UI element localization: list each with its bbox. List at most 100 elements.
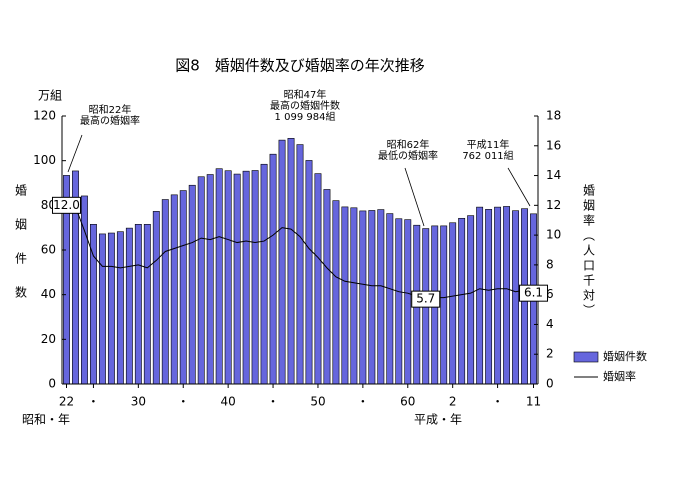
bar xyxy=(152,211,160,385)
bar xyxy=(305,160,313,385)
bar xyxy=(188,184,196,385)
bar xyxy=(368,210,376,385)
annotation: 762 011組 xyxy=(462,149,513,162)
y2-tick-label: 14 xyxy=(546,168,561,182)
annotation: 平成11年 xyxy=(467,138,510,151)
bar xyxy=(296,144,304,385)
annotation: 1 099 984組 xyxy=(275,110,336,123)
bar xyxy=(404,219,412,385)
x-tick-label: 40 xyxy=(221,395,236,409)
bar xyxy=(260,163,268,385)
bar xyxy=(242,170,250,385)
bar xyxy=(350,207,358,385)
bar xyxy=(512,210,519,385)
y-tick-label: 40 xyxy=(41,287,56,301)
pointer xyxy=(404,167,425,227)
bar xyxy=(224,170,232,385)
y2-tick-label: 4 xyxy=(546,317,554,331)
bar xyxy=(467,215,475,385)
bar xyxy=(98,233,106,385)
y2-tick-label: 18 xyxy=(546,109,561,123)
value-label-box xyxy=(411,290,441,308)
bar xyxy=(386,213,394,385)
bar xyxy=(233,173,241,385)
x-tick-label: 11 xyxy=(526,395,541,409)
value-label: 5.7 xyxy=(416,292,435,306)
x-tick-label: ・ xyxy=(357,395,369,409)
x-axis-label: 平成・年 xyxy=(414,413,462,427)
annotation: 最低の婚姻率 xyxy=(378,149,438,162)
bar xyxy=(125,227,133,385)
bar xyxy=(449,222,457,385)
value-label-box xyxy=(519,284,549,302)
chart-title: 図8 婚姻件数及び婚姻率の年次推移 xyxy=(175,57,425,75)
annotation: 最高の婚姻件数 xyxy=(270,99,340,112)
x-tick-label: ・ xyxy=(267,395,279,409)
bar xyxy=(215,168,223,385)
annotation-pointers xyxy=(67,134,531,227)
annotation: 昭和22年 xyxy=(89,103,132,116)
y2-tick-label: 6 xyxy=(546,287,554,301)
bar xyxy=(134,224,142,385)
y2-tick-label: 8 xyxy=(546,257,554,271)
x-axis-label: 昭和・年 xyxy=(22,413,70,427)
value-label: 6.1 xyxy=(524,286,543,300)
bar xyxy=(116,231,124,385)
y-tick-label: 120 xyxy=(33,109,56,123)
y2-tick-label: 2 xyxy=(546,347,554,361)
bar xyxy=(269,153,277,385)
value-label-box xyxy=(51,196,81,214)
y-axis-label: 婚姻件数 xyxy=(14,184,28,320)
pointer xyxy=(507,167,531,207)
bar xyxy=(341,206,349,385)
x-tick-label: 60 xyxy=(400,395,415,409)
bar xyxy=(323,189,331,385)
bar xyxy=(494,206,502,385)
bar xyxy=(251,170,259,385)
bar xyxy=(161,199,169,385)
bar xyxy=(359,210,367,385)
x-tick-label: ・ xyxy=(177,395,189,409)
y2-tick-label: 0 xyxy=(546,377,554,391)
y-tick-label: 0 xyxy=(48,377,56,391)
annotation: 最高の婚姻率 xyxy=(80,114,140,127)
annotation: 昭和62年 xyxy=(387,138,430,151)
legend-label: 婚姻率 xyxy=(603,369,636,383)
bar xyxy=(458,217,466,385)
value-label: 12.0 xyxy=(53,198,80,212)
y2-tick-label: 10 xyxy=(546,228,561,242)
x-tick-label: 22 xyxy=(59,395,74,409)
x-tick-label: 50 xyxy=(310,395,325,409)
x-tick-label: 2 xyxy=(449,395,457,409)
y-axis-unit: 万組 xyxy=(38,89,62,103)
bar xyxy=(395,218,403,385)
legend-label: 婚姻件数 xyxy=(603,349,647,363)
y-tick-label: 60 xyxy=(41,243,56,257)
pointer xyxy=(67,134,83,173)
y-tick-label: 20 xyxy=(41,332,56,346)
y-tick-label: 100 xyxy=(33,153,56,167)
bar xyxy=(107,232,115,385)
y2-tick-label: 16 xyxy=(546,138,561,152)
legend-swatch xyxy=(573,351,599,363)
bar xyxy=(314,173,322,385)
bar xyxy=(170,194,178,385)
annotation: 昭和47年 xyxy=(284,88,327,101)
bar xyxy=(485,209,493,385)
x-tick-label: ・ xyxy=(87,395,99,409)
x-tick-label: ・ xyxy=(492,395,504,409)
bar xyxy=(440,225,448,385)
bar xyxy=(377,209,385,385)
bar xyxy=(503,206,511,385)
bar xyxy=(287,138,295,385)
line xyxy=(66,204,534,300)
bar xyxy=(179,190,187,385)
bar xyxy=(197,176,205,385)
bar xyxy=(332,200,340,385)
bar xyxy=(278,139,286,385)
bar xyxy=(476,206,484,385)
y2-tick-label: 12 xyxy=(546,198,561,212)
y2-axis-label: 婚姻率（人口千対） xyxy=(582,184,596,319)
bar xyxy=(206,174,214,385)
